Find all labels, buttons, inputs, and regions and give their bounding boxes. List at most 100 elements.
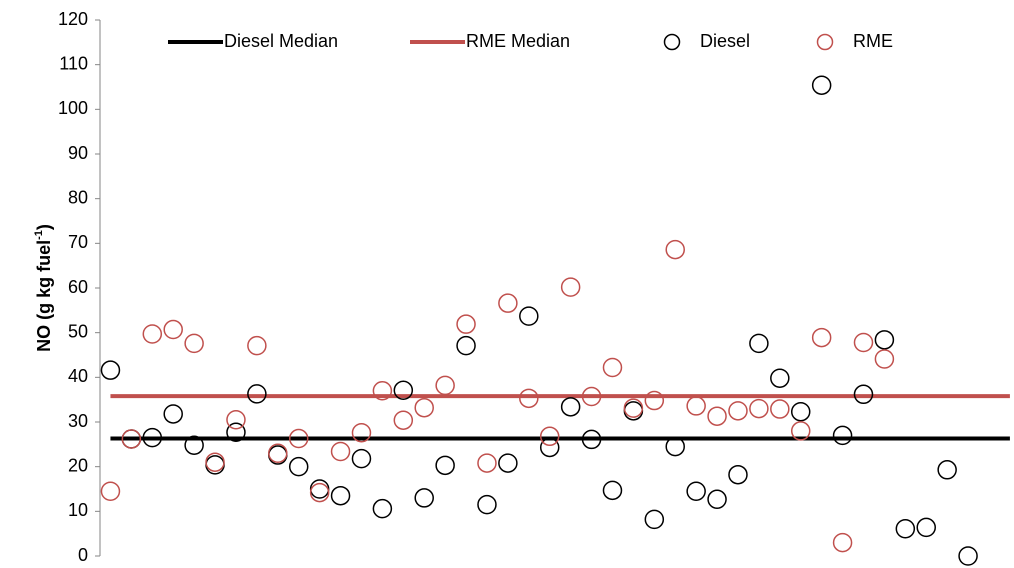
y-tick-label: 0 bbox=[78, 545, 88, 565]
point bbox=[226, 410, 246, 430]
point bbox=[414, 397, 434, 418]
point bbox=[728, 464, 748, 485]
point bbox=[498, 453, 518, 473]
point bbox=[874, 349, 895, 369]
point bbox=[330, 485, 351, 506]
y-tick-label: 90 bbox=[68, 143, 88, 163]
point bbox=[581, 429, 602, 450]
point bbox=[205, 452, 225, 472]
point bbox=[247, 335, 267, 356]
point bbox=[560, 397, 581, 417]
point bbox=[519, 388, 539, 409]
legend-marker bbox=[816, 33, 834, 51]
point bbox=[351, 448, 372, 469]
point bbox=[832, 425, 853, 446]
point bbox=[309, 482, 330, 503]
point bbox=[895, 519, 916, 539]
legend-label: RME bbox=[853, 31, 893, 51]
y-tick-label: 30 bbox=[68, 411, 88, 431]
point bbox=[330, 441, 351, 462]
point bbox=[790, 401, 811, 422]
point bbox=[372, 380, 393, 401]
point bbox=[268, 443, 288, 464]
point bbox=[435, 375, 455, 396]
y-tick-label: 110 bbox=[59, 53, 88, 73]
point bbox=[707, 406, 727, 426]
point bbox=[916, 517, 936, 538]
point bbox=[477, 494, 497, 515]
point bbox=[958, 546, 978, 566]
point bbox=[393, 410, 414, 430]
y-tick-label: 80 bbox=[68, 187, 88, 207]
y-label-text: NO (g kg fuel bbox=[34, 240, 54, 352]
point bbox=[686, 481, 706, 501]
point bbox=[790, 421, 811, 441]
point bbox=[498, 293, 518, 313]
point bbox=[749, 398, 769, 419]
point bbox=[602, 357, 623, 378]
point bbox=[288, 456, 309, 477]
point bbox=[247, 384, 267, 404]
y-tick-label: 70 bbox=[68, 232, 88, 252]
point bbox=[184, 435, 204, 455]
point bbox=[226, 422, 246, 443]
point bbox=[414, 488, 434, 508]
point bbox=[749, 333, 769, 354]
point bbox=[100, 481, 121, 501]
point bbox=[456, 314, 476, 334]
point bbox=[477, 453, 497, 473]
point bbox=[268, 445, 288, 465]
point bbox=[874, 330, 895, 350]
point bbox=[811, 75, 832, 95]
y-tick-label: 60 bbox=[68, 277, 88, 297]
point bbox=[811, 327, 832, 348]
y-axis-label: NO (g kg fuel-1) bbox=[33, 224, 54, 352]
point bbox=[539, 437, 560, 458]
y-tick-label: 40 bbox=[68, 366, 88, 386]
point bbox=[853, 384, 874, 405]
point bbox=[644, 390, 665, 411]
point bbox=[456, 335, 476, 356]
point bbox=[770, 399, 790, 419]
y-label-tail: ) bbox=[34, 224, 54, 230]
legend-label: Diesel bbox=[700, 31, 750, 51]
point bbox=[665, 436, 685, 457]
point bbox=[539, 426, 560, 447]
y-tick-label: 10 bbox=[68, 500, 88, 520]
y-label-sup: -1 bbox=[33, 230, 45, 240]
y-tick-label: 100 bbox=[58, 98, 88, 118]
point bbox=[309, 479, 330, 499]
point bbox=[602, 480, 623, 501]
point bbox=[728, 401, 748, 421]
legend-label: Diesel Median bbox=[224, 31, 338, 51]
point bbox=[121, 429, 142, 449]
point bbox=[623, 398, 644, 418]
point bbox=[100, 360, 121, 380]
point bbox=[937, 460, 957, 480]
point bbox=[393, 380, 414, 401]
legend-label: RME Median bbox=[466, 31, 570, 51]
y-tick-label: 20 bbox=[68, 455, 88, 475]
point bbox=[163, 319, 183, 340]
point bbox=[832, 532, 853, 553]
point bbox=[519, 306, 539, 326]
point bbox=[351, 422, 372, 443]
point bbox=[163, 404, 183, 424]
point bbox=[372, 498, 393, 519]
point bbox=[853, 332, 874, 353]
point bbox=[686, 396, 706, 416]
y-tick-label: 50 bbox=[68, 321, 88, 341]
point bbox=[288, 428, 309, 449]
point bbox=[581, 386, 602, 407]
point bbox=[435, 455, 455, 476]
point bbox=[142, 324, 163, 344]
y-tick-label: 120 bbox=[58, 9, 88, 29]
point bbox=[184, 333, 204, 354]
point bbox=[142, 427, 163, 448]
point bbox=[644, 509, 665, 530]
point bbox=[707, 489, 727, 510]
point bbox=[560, 277, 581, 297]
point bbox=[770, 368, 790, 388]
